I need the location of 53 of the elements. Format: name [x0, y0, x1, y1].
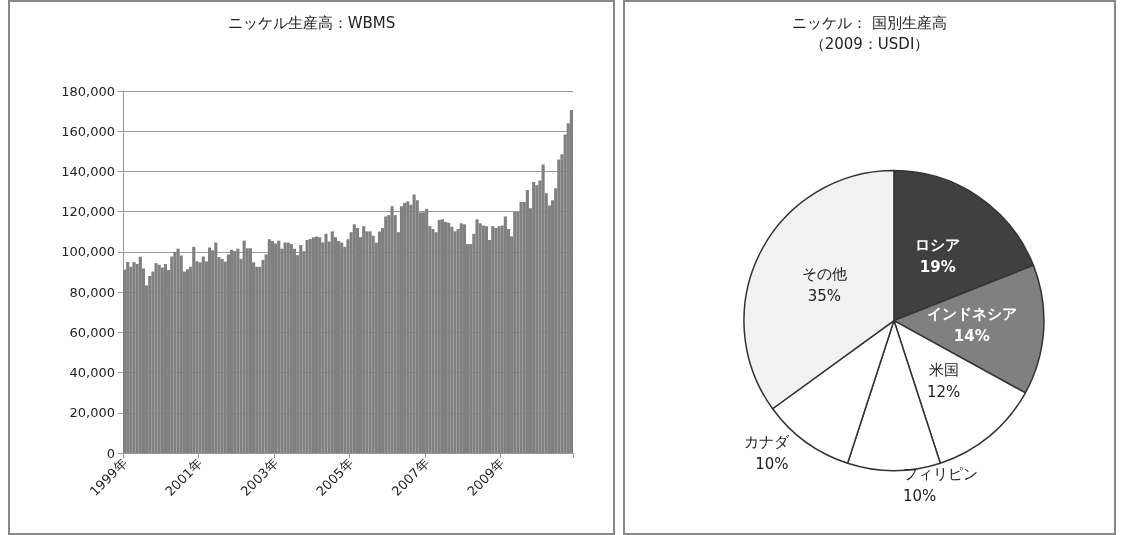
bar	[173, 251, 177, 453]
y-tick-label: 20,000	[69, 405, 115, 421]
y-tick-label: 0	[106, 445, 115, 461]
slice-label: インドネシア	[926, 305, 1017, 324]
bar	[399, 206, 404, 453]
y-tick-label: 80,000	[69, 284, 115, 300]
bar	[163, 263, 168, 453]
bar	[421, 212, 426, 453]
bar	[431, 228, 435, 453]
y-tick-label: 100,000	[61, 244, 115, 260]
slice-label: 米国	[928, 360, 959, 379]
bar	[229, 249, 234, 453]
bar	[336, 241, 341, 453]
bar	[261, 259, 265, 453]
bar	[494, 227, 498, 453]
bar	[305, 240, 309, 453]
data-label: 12%	[927, 382, 961, 401]
data-label: 10%	[755, 455, 789, 474]
chart-title: ニッケル生産高：WBMS	[227, 13, 396, 32]
data-label: 19%	[919, 258, 956, 277]
y-tick-label: 160,000	[61, 123, 115, 139]
y-tick-label: 40,000	[69, 365, 115, 381]
bar	[377, 231, 382, 453]
bar	[207, 247, 212, 453]
bar	[462, 224, 467, 453]
bar	[368, 231, 372, 453]
y-tick-label: 140,000	[61, 163, 115, 179]
bar	[248, 248, 253, 453]
data-label: 35%	[807, 287, 842, 306]
bar	[314, 236, 319, 453]
bar	[176, 248, 180, 453]
y-tick-label: 60,000	[69, 324, 115, 340]
data-label: 14%	[953, 327, 990, 346]
chart-subtitle: （2009：USDI）	[809, 34, 930, 53]
bar	[443, 221, 448, 453]
bar	[355, 227, 360, 453]
bar	[569, 110, 573, 453]
bar	[390, 206, 394, 453]
y-tick-label: 120,000	[61, 204, 115, 220]
slice-label: ロシア	[915, 236, 961, 255]
slice-label: フィリピン	[902, 464, 978, 483]
chart-title: ニッケル： 国別生産高	[792, 13, 947, 32]
bar	[292, 248, 297, 453]
bar	[154, 263, 158, 453]
bar	[324, 233, 328, 453]
data-label: 10%	[902, 486, 937, 505]
y-tick-label: 180,000	[61, 83, 115, 99]
bar	[185, 269, 190, 453]
bar	[497, 226, 501, 453]
slice-label: カナダ	[743, 433, 790, 452]
bar	[484, 226, 489, 453]
slice-label: その他	[801, 265, 847, 284]
bar	[270, 241, 275, 453]
